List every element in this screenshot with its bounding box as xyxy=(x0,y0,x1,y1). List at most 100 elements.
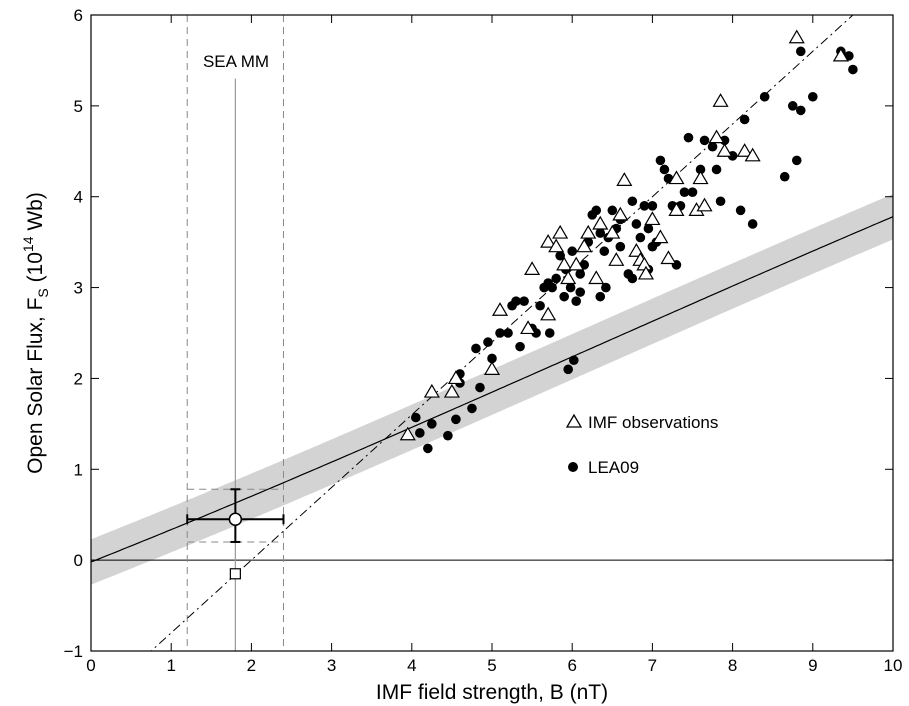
imf-observation-point xyxy=(540,306,557,321)
imf-observation-point xyxy=(612,206,629,221)
imf-observation-point xyxy=(399,426,416,441)
lea09-point xyxy=(655,155,666,166)
plot-area xyxy=(91,15,893,651)
lea09-point xyxy=(759,91,770,102)
y-tick-label: 1 xyxy=(74,460,83,479)
imf-observation-point xyxy=(580,224,597,239)
lea09-point xyxy=(495,328,505,338)
lea09-point xyxy=(565,282,576,293)
lea09-point xyxy=(739,114,750,125)
lea09-point xyxy=(795,46,806,57)
fit-curve-line xyxy=(91,216,893,563)
lea09-point xyxy=(599,246,610,257)
imf-observation-point xyxy=(744,147,761,162)
imf-observation-point xyxy=(423,383,440,398)
lea09-point xyxy=(848,64,858,75)
lea09-point xyxy=(569,355,579,366)
lea09-point xyxy=(591,205,602,216)
lea09-point xyxy=(607,205,618,216)
x-tick-label: 6 xyxy=(567,656,576,675)
sea-mm-label: SEA MM xyxy=(203,52,269,71)
lea09-point xyxy=(659,164,670,175)
lea09-point xyxy=(423,443,433,454)
lea09-point xyxy=(451,414,461,425)
lea09-point xyxy=(571,296,582,307)
imf-observation-point xyxy=(608,252,625,266)
lea09-point xyxy=(551,273,561,284)
x-tick-label: 9 xyxy=(808,656,817,675)
lea09-point xyxy=(735,205,746,216)
lea09-point xyxy=(467,403,477,414)
legend-label-imf: IMF observations xyxy=(588,413,718,432)
lea09-point xyxy=(487,353,497,364)
y-tick-label: 6 xyxy=(74,6,83,25)
plot-frame xyxy=(90,14,894,652)
lea09-point xyxy=(544,328,555,338)
imf-observation-point xyxy=(576,238,593,253)
lea09-point xyxy=(563,364,573,375)
imf-observation-point xyxy=(520,320,537,335)
imf-observation-point xyxy=(712,93,729,107)
lea09-point xyxy=(535,300,545,311)
fit-uncertainty-band xyxy=(91,194,893,585)
lea09-point xyxy=(707,141,718,152)
lea09-point xyxy=(555,250,565,261)
y-tick-label: 4 xyxy=(74,188,83,207)
lea09-point xyxy=(427,419,437,429)
imf-observation-point xyxy=(668,202,685,216)
imf-observation-point xyxy=(548,238,565,253)
imf-observation-point xyxy=(588,270,605,285)
imf-observation-point xyxy=(483,361,501,375)
linear-fit-line xyxy=(150,15,854,651)
lea09-point xyxy=(415,428,425,438)
lea09-point xyxy=(687,187,698,197)
lea09-point xyxy=(503,328,513,338)
imf-observation-point xyxy=(652,229,669,244)
y-axis-title: Open Solar Flux, FS (1014 Wb) xyxy=(20,192,51,474)
lea09-point xyxy=(631,219,642,229)
lea09-point xyxy=(808,91,818,102)
y-tick-label: 3 xyxy=(74,279,83,298)
lea09-point xyxy=(471,343,481,354)
y-tick-label: 0 xyxy=(74,551,83,570)
lea09-point xyxy=(443,430,453,441)
x-tick-label: 7 xyxy=(648,656,657,675)
lea09-point xyxy=(679,187,690,197)
imf-observation-point xyxy=(616,172,633,186)
imf-observation-point xyxy=(708,129,725,144)
imf-observation-point xyxy=(560,270,577,285)
imf-observation-point xyxy=(644,211,661,226)
imf-observation-point xyxy=(637,265,655,280)
lea09-point xyxy=(791,155,802,166)
imf-observation-point xyxy=(552,224,569,239)
lea09-point xyxy=(699,135,710,146)
imf-observations-series xyxy=(399,29,849,441)
lea09-point xyxy=(475,382,485,393)
lea09-point xyxy=(615,241,626,252)
lea09-point xyxy=(627,196,638,207)
imf-observation-point xyxy=(696,197,713,212)
lea09-point xyxy=(643,223,654,234)
sea-mm-errorbars xyxy=(186,488,285,580)
imf-observation-point xyxy=(736,143,753,157)
x-tick-label: 2 xyxy=(247,656,256,675)
imf-observation-point xyxy=(716,143,733,157)
lea09-point xyxy=(575,269,586,279)
imf-observation-point xyxy=(668,170,685,185)
lea09-point xyxy=(647,241,658,252)
lea09-point xyxy=(635,232,646,243)
lea09-point xyxy=(695,164,706,175)
lea09-point xyxy=(559,291,569,302)
imf-observation-point xyxy=(524,261,541,275)
sea-mm-square-marker xyxy=(229,568,241,580)
imf-observation-point xyxy=(832,47,849,62)
lea09-point xyxy=(595,228,606,238)
x-tick-label: 10 xyxy=(884,656,903,675)
imf-observation-point xyxy=(568,256,585,271)
lea09-point xyxy=(601,282,611,293)
x-tick-label: 5 xyxy=(487,656,496,675)
imf-observation-point xyxy=(491,302,509,316)
lea09-point xyxy=(647,201,658,211)
imf-observation-point xyxy=(556,256,573,271)
